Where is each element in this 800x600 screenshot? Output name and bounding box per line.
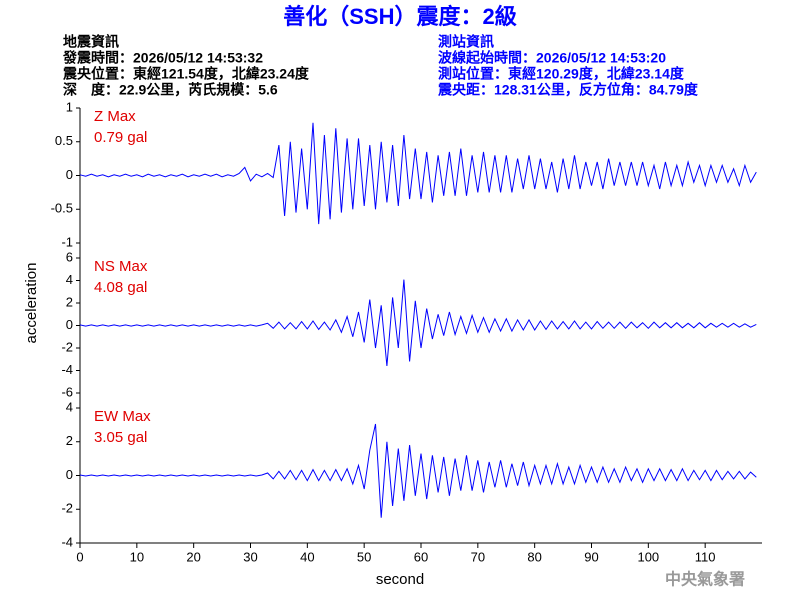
info-right: 震央距：128.31公里，反方位角：84.79度 [437, 82, 699, 98]
info-left: 震央位置：東經121.54度，北緯23.24度 [62, 66, 310, 82]
x-tick-label: 70 [471, 549, 485, 564]
series-name: Z Max [94, 108, 136, 125]
x-axis-label: second [376, 571, 424, 588]
y-tick-label: -6 [61, 384, 73, 399]
footer: 中央氣象署 [665, 570, 745, 589]
y-tick-label: -2 [61, 501, 73, 516]
info-right: 測站位置：東經120.29度，北緯23.14度 [438, 66, 685, 82]
x-tick-label: 100 [637, 549, 659, 564]
info-right: 波線起始時間：2026/05/12 14:53:20 [438, 50, 666, 66]
x-tick-label: 0 [76, 549, 83, 564]
y-tick-label: -4 [61, 362, 73, 377]
waveform [79, 279, 757, 367]
waveform [79, 122, 757, 225]
info-left: 發震時間：2026/05/12 14:53:32 [62, 50, 263, 66]
x-tick-label: 30 [243, 549, 257, 564]
waveform [79, 423, 757, 518]
x-tick-label: 80 [527, 549, 541, 564]
y-tick-label: 0 [66, 167, 73, 182]
peak-annotation: 0.79 gal [94, 129, 147, 146]
x-tick-label: 110 [695, 549, 716, 564]
series-name: EW Max [94, 408, 151, 425]
peak-annotation: 4.08 gal [94, 279, 147, 296]
chart-title: 善化（SSH）震度：2級 [283, 4, 516, 29]
y-tick-label: -1 [61, 234, 73, 249]
info-left: 深 度：22.9公里，芮氏規模：5.6 [63, 82, 278, 98]
x-tick-label: 10 [130, 549, 144, 564]
y-tick-label: 1 [66, 99, 73, 114]
y-tick-label: 2 [66, 433, 73, 448]
y-tick-label: 0 [66, 317, 73, 332]
peak-annotation: 3.05 gal [94, 429, 147, 446]
y-tick-label: 6 [66, 249, 73, 264]
y-tick-label: -0.5 [51, 201, 73, 216]
x-tick-label: 20 [186, 549, 200, 564]
x-tick-label: 60 [414, 549, 428, 564]
y-tick-label: 2 [66, 294, 73, 309]
y-axis-label: acceleration [23, 263, 40, 344]
info-left: 地震資訊 [63, 34, 119, 50]
x-tick-label: 40 [300, 549, 314, 564]
y-tick-label: 0.5 [55, 133, 73, 148]
x-tick-label: 50 [357, 549, 371, 564]
y-tick-label: -2 [61, 339, 73, 354]
y-tick-label: 4 [66, 272, 73, 287]
y-tick-label: -4 [61, 534, 73, 549]
info-right: 測站資訊 [438, 34, 494, 50]
y-tick-label: 0 [66, 467, 73, 482]
x-tick-label: 90 [584, 549, 598, 564]
y-tick-label: 4 [66, 399, 73, 414]
series-name: NS Max [94, 258, 148, 275]
